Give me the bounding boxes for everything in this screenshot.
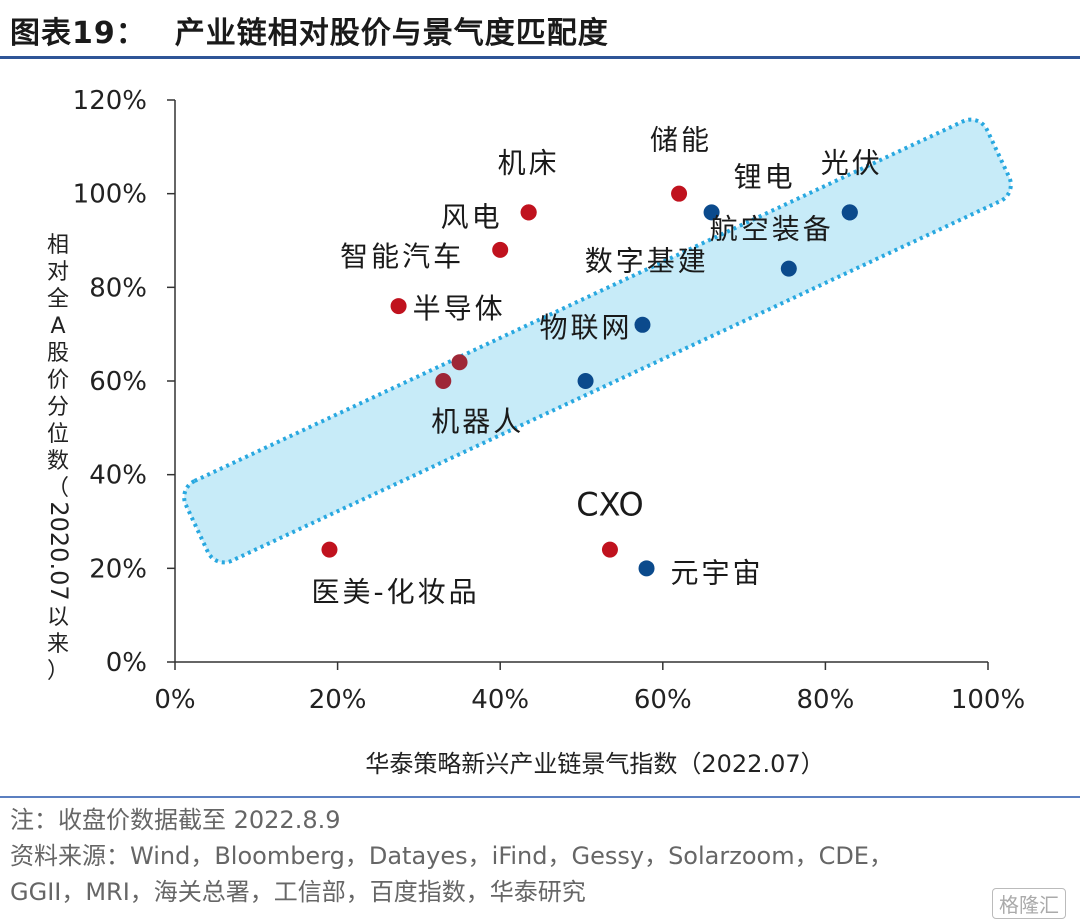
figure-title: 图表19： 产业链相对股价与景气度匹配度 xyxy=(10,8,609,52)
tick-labels: 0% 20% 40% 60% 80% 100% 120% 0% 20% 40% 60% 80% 100% xyxy=(73,86,1026,715)
highlight-band-rect xyxy=(182,117,1013,565)
y-tick-label: 0% xyxy=(106,648,147,678)
point-label: 锂电 xyxy=(734,160,796,193)
point-label: 储能 xyxy=(650,124,712,157)
data-point xyxy=(492,241,509,258)
y-axis-title-part: 以 xyxy=(47,605,69,630)
note-line-1: 注：收盘价数据截至 2022.8.9 xyxy=(10,806,341,834)
note-line-3: GGII，MRI，海关总署，工信部，百度指数，华泰研究 xyxy=(10,878,586,906)
figure-title-text: 产业链相对股价与景气度匹配度 xyxy=(174,16,609,51)
point-label: 医美-化妆品 xyxy=(311,576,479,609)
note-line-2: 资料来源：Wind，Bloomberg，Datayes，iFind，Gessy，… xyxy=(10,842,893,870)
point-label: CXO xyxy=(576,486,643,524)
y-tick-label: 40% xyxy=(89,461,147,491)
point-label: 数字基建 xyxy=(585,245,709,278)
x-tick-label: 0% xyxy=(154,685,195,715)
data-point xyxy=(638,560,655,577)
data-point xyxy=(520,204,537,221)
data-point xyxy=(671,185,688,202)
data-point xyxy=(780,260,797,277)
notes-rule xyxy=(0,796,1080,798)
point-label: 风电 xyxy=(441,200,503,233)
y-axis-title-part: 来 xyxy=(47,632,69,657)
y-axis-title-part: 位 xyxy=(47,422,69,447)
y-tick-label: 60% xyxy=(89,367,147,397)
point-label: 航空装备 xyxy=(710,212,834,245)
y-tick-label: 120% xyxy=(73,86,147,116)
axes xyxy=(167,99,989,670)
y-tick-label: 80% xyxy=(89,273,147,303)
title-bar: 图表19： 产业链相对股价与景气度匹配度 xyxy=(0,0,1080,58)
data-point xyxy=(435,373,452,389)
y-tick-label: 20% xyxy=(89,554,147,584)
y-axis-title-part: 全 xyxy=(47,287,69,312)
y-axis-title-part: 数 xyxy=(47,449,69,474)
data-point xyxy=(390,298,407,315)
point-label: 元宇宙 xyxy=(671,556,764,589)
point-label: 智能汽车 xyxy=(340,240,464,273)
y-tick-label: 100% xyxy=(73,180,147,210)
data-point xyxy=(601,541,618,558)
x-tick-label: 100% xyxy=(951,685,1025,715)
title-rule xyxy=(0,56,1080,59)
x-tick-label: 60% xyxy=(634,685,692,715)
data-point xyxy=(451,354,468,371)
point-label: 机床 xyxy=(498,146,560,179)
data-point xyxy=(321,541,338,558)
point-label: 物联网 xyxy=(539,311,632,344)
watermark-logo: 格隆汇 xyxy=(992,888,1066,919)
data-point xyxy=(577,373,594,389)
y-axis-title-part: 相 xyxy=(47,233,69,258)
figure-title-prefix: 图表19： xyxy=(10,16,147,51)
y-axis-title-part: 分 xyxy=(47,395,69,420)
point-label: 光伏 xyxy=(821,146,883,179)
data-point xyxy=(634,316,651,333)
y-axis-title-part: A xyxy=(50,314,65,339)
y-axis-title-part: 价 xyxy=(47,368,69,393)
y-axis-title-part: 2020.07 xyxy=(45,501,73,600)
y-axis-title-part: （ xyxy=(47,476,69,501)
data-point xyxy=(841,204,858,221)
y-axis-title-part: 对 xyxy=(47,260,69,285)
x-tick-label: 80% xyxy=(797,685,855,715)
highlight-band xyxy=(182,117,1013,565)
x-tick-label: 20% xyxy=(309,685,367,715)
y-axis-title-part: 股 xyxy=(47,341,69,366)
notes: 注：收盘价数据截至 2022.8.9 资料来源：Wind，Bloomberg，D… xyxy=(10,802,1070,910)
data-point xyxy=(703,204,720,221)
point-label: 半导体 xyxy=(413,292,506,325)
x-axis-title: 华泰策略新兴产业链景气指数（2022.07） xyxy=(365,750,824,778)
x-tick-label: 40% xyxy=(471,685,529,715)
point-label: 机器人 xyxy=(431,405,524,438)
y-axis-title-part: ） xyxy=(47,659,69,684)
data-points xyxy=(321,185,858,577)
scatter-chart: 0% 20% 40% 60% 80% 100% 120% 0% 20% 40% 60% 80% 100%… xyxy=(45,86,1026,778)
